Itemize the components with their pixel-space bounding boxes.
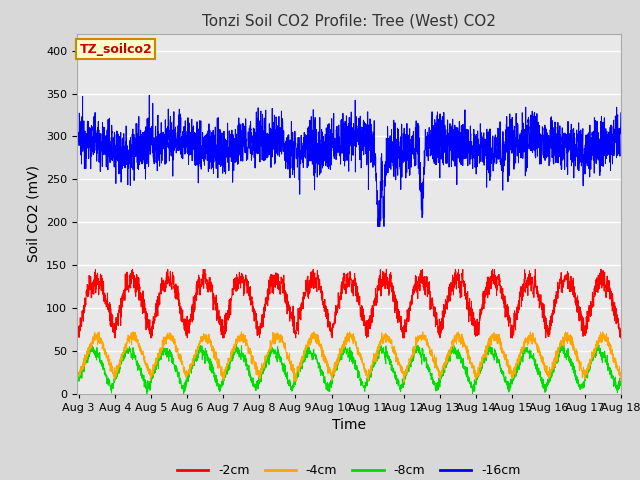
Y-axis label: Soil CO2 (mV): Soil CO2 (mV) [26, 165, 40, 262]
X-axis label: Time: Time [332, 418, 366, 432]
Legend: -2cm, -4cm, -8cm, -16cm: -2cm, -4cm, -8cm, -16cm [172, 459, 526, 480]
Title: Tonzi Soil CO2 Profile: Tree (West) CO2: Tonzi Soil CO2 Profile: Tree (West) CO2 [202, 13, 496, 28]
Text: TZ_soilco2: TZ_soilco2 [79, 43, 152, 56]
